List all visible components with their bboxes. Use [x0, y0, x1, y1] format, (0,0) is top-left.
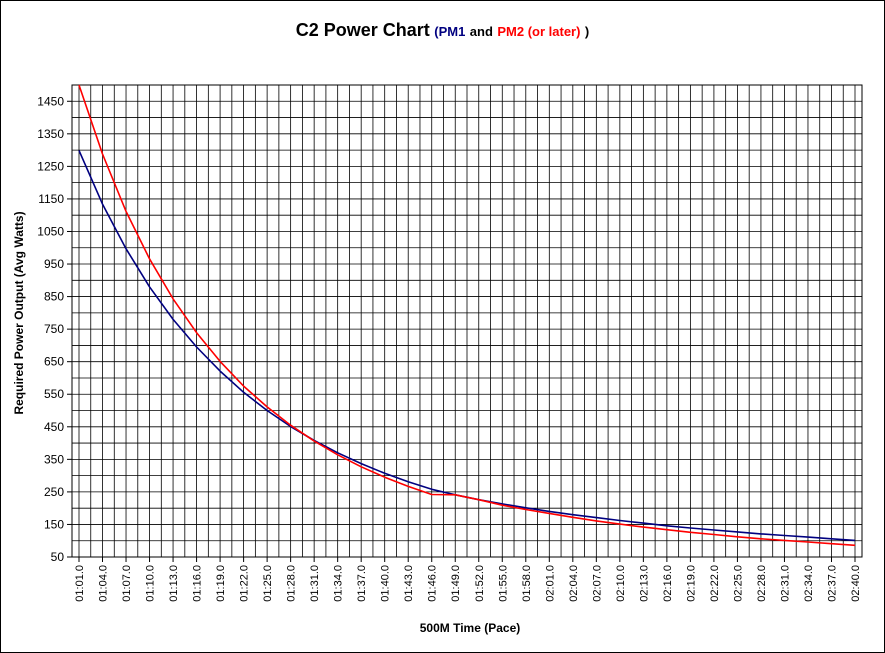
series-line-pm2 [78, 84, 856, 547]
x-tick-label: 02:25.0 [732, 565, 744, 602]
x-tick-label: 01:34.0 [333, 565, 345, 602]
x-tick-label: 02:22.0 [709, 565, 721, 602]
y-tick-label: 1450 [37, 94, 64, 108]
y-tick-label: 1150 [38, 192, 64, 206]
x-tick-label: 01:13.0 [168, 565, 180, 602]
x-tick-label: 01:52.0 [474, 565, 486, 602]
chart-title-open-paren: ( [434, 24, 439, 39]
series-lines [78, 84, 856, 547]
chart-title-close-paren: ) [584, 24, 590, 39]
x-tick-label: 01:31.0 [309, 565, 321, 602]
x-tick-label: 01:43.0 [403, 565, 415, 602]
x-tick-label: 01:19.0 [215, 565, 227, 602]
x-axis-ticks: 01:01.0 01:04.0 01:07.0 01:10.0 01:13.0 01:16… [74, 557, 862, 602]
x-tick-label: 01:25.0 [262, 565, 274, 602]
x-tick-label: 01:04.0 [98, 565, 110, 602]
x-tick-label: 02:31.0 [779, 565, 791, 602]
y-tick-label: 350 [44, 452, 64, 466]
x-tick-label: 01:37.0 [356, 565, 368, 602]
x-tick-label: 01:01.0 [74, 565, 86, 602]
chart-title-main: C2 Power Chart [295, 20, 430, 40]
x-tick-label: 02:19.0 [685, 565, 697, 602]
y-tick-label: 150 [44, 517, 64, 531]
y-axis-ticks: 50 150 250 350 450 550 650 750 850 950 1050 1150 125… [37, 94, 72, 564]
y-axis-label: Required Power Output (Avg Watts) [12, 211, 26, 414]
y-tick-label: 450 [44, 420, 64, 434]
y-tick-label: 1350 [37, 127, 64, 141]
x-tick-label: 02:07.0 [591, 565, 603, 602]
x-tick-label: 01:16.0 [192, 565, 204, 602]
x-tick-label: 01:49.0 [450, 565, 462, 602]
x-tick-label: 02:10.0 [615, 565, 627, 602]
chart-title-and: and [469, 24, 493, 39]
y-tick-label: 1250 [37, 159, 64, 173]
x-tick-label: 01:22.0 [239, 565, 251, 602]
x-tick-label: 01:55.0 [497, 565, 509, 602]
x-tick-label: 02:13.0 [638, 565, 650, 602]
x-tick-label: 02:01.0 [544, 565, 556, 602]
x-axis-label: 500M Time (Pace) [420, 621, 521, 635]
x-tick-label: 02:37.0 [826, 565, 838, 602]
chart-title: C2 Power Chart (PM1 and PM2 (or later) ) [0, 20, 885, 41]
x-tick-label: 01:28.0 [286, 565, 298, 602]
x-tick-label: 01:07.0 [121, 565, 133, 602]
plot-grid [71, 84, 863, 558]
y-tick-label: 50 [51, 550, 65, 564]
x-tick-label: 02:40.0 [850, 565, 862, 602]
x-tick-label: 01:10.0 [145, 565, 157, 602]
plot-border [71, 84, 863, 558]
y-tick-label: 250 [44, 485, 64, 499]
y-tick-label: 550 [44, 387, 64, 401]
x-tick-label: 02:16.0 [662, 565, 674, 602]
y-tick-label: 650 [44, 355, 64, 369]
y-tick-label: 950 [44, 257, 64, 271]
x-tick-label: 01:46.0 [427, 565, 439, 602]
chart-title-pm2: PM2 (or later) [497, 24, 581, 39]
y-tick-label: 750 [44, 322, 64, 336]
x-tick-label: 02:28.0 [756, 565, 768, 602]
x-tick-label: 01:58.0 [521, 565, 533, 602]
x-tick-label: 02:34.0 [803, 565, 815, 602]
chart-title-pm1: PM1 [438, 24, 466, 39]
y-tick-label: 850 [44, 290, 64, 304]
x-tick-label: 01:40.0 [380, 565, 392, 602]
y-tick-label: 1050 [37, 224, 64, 238]
x-tick-label: 02:04.0 [568, 565, 580, 602]
